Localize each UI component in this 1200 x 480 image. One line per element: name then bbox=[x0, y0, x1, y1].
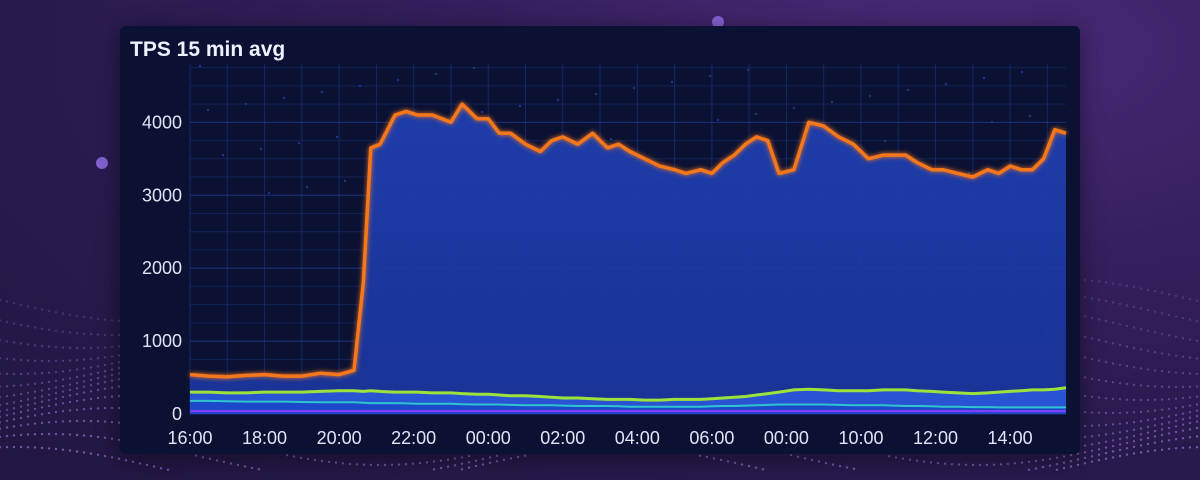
panel-title: TPS 15 min avg bbox=[130, 38, 286, 61]
background-speck bbox=[709, 75, 711, 77]
series-line bbox=[190, 386, 1067, 402]
background-speck bbox=[481, 111, 483, 113]
tps-area-chart: 0 1000 2000 3000 4000 16:00 18:00 20:00 22:00 00:… bbox=[142, 64, 1067, 448]
background-speck bbox=[298, 142, 300, 144]
x-tick-label: 20:00 bbox=[317, 428, 362, 448]
background-speck bbox=[983, 77, 985, 79]
background-speck bbox=[199, 65, 201, 67]
background-speck bbox=[633, 87, 635, 89]
chart-panel: 0 1000 2000 3000 4000 16:00 18:00 20:00 22:00 00:… bbox=[120, 26, 1080, 454]
decorative-dot-top bbox=[712, 16, 724, 28]
background-speck bbox=[519, 105, 521, 107]
x-tick-label: 22:00 bbox=[391, 428, 436, 448]
x-tick-label: 10:00 bbox=[838, 428, 883, 448]
background-speck bbox=[268, 192, 270, 194]
background-speck bbox=[359, 85, 361, 87]
background-speck bbox=[397, 79, 399, 81]
y-tick-label: 4000 bbox=[142, 112, 182, 132]
background-speck bbox=[321, 91, 323, 93]
background-speck bbox=[473, 67, 475, 69]
background-speck bbox=[968, 172, 970, 174]
background-speck bbox=[557, 99, 559, 101]
x-tick-label: 00:00 bbox=[466, 428, 511, 448]
background-speck bbox=[245, 103, 247, 105]
background-speck bbox=[907, 89, 909, 91]
x-tick-label: 14:00 bbox=[988, 428, 1033, 448]
x-tick-label: 06:00 bbox=[689, 428, 734, 448]
decorative-dot-left bbox=[96, 157, 108, 169]
y-tick-label: 2000 bbox=[142, 258, 182, 278]
background-speck bbox=[435, 73, 437, 75]
series-total-line bbox=[189, 102, 1067, 379]
background-speck bbox=[283, 97, 285, 99]
x-tick-label: 00:00 bbox=[764, 428, 809, 448]
y-tick-label: 3000 bbox=[142, 185, 182, 205]
background-speck bbox=[671, 81, 673, 83]
background-speck bbox=[207, 109, 209, 111]
background-speck bbox=[831, 101, 833, 103]
background-speck bbox=[747, 69, 749, 71]
y-tick-label: 1000 bbox=[142, 331, 182, 351]
series-line bbox=[190, 399, 1066, 409]
background-speck bbox=[869, 95, 871, 97]
background-speck bbox=[717, 119, 719, 121]
x-tick-label: 16:00 bbox=[167, 428, 212, 448]
series-total-area bbox=[190, 104, 1066, 414]
background-speck bbox=[945, 83, 947, 85]
background-speck bbox=[306, 186, 308, 188]
x-tick-label: 02:00 bbox=[540, 428, 585, 448]
x-tick-label: 18:00 bbox=[242, 428, 287, 448]
background-speck bbox=[344, 180, 346, 182]
x-tick-label: 04:00 bbox=[615, 428, 660, 448]
background-speck bbox=[595, 93, 597, 95]
y-tick-label: 0 bbox=[172, 404, 182, 424]
background-speck bbox=[1021, 71, 1023, 73]
background-speck bbox=[884, 140, 886, 142]
background-speck bbox=[222, 154, 224, 156]
background-speck bbox=[1029, 115, 1031, 117]
background-speck bbox=[260, 148, 262, 150]
background-speck bbox=[755, 113, 757, 115]
x-tick-label: 12:00 bbox=[913, 428, 958, 448]
background-speck bbox=[793, 107, 795, 109]
background-speck bbox=[610, 138, 612, 140]
background-speck bbox=[336, 136, 338, 138]
